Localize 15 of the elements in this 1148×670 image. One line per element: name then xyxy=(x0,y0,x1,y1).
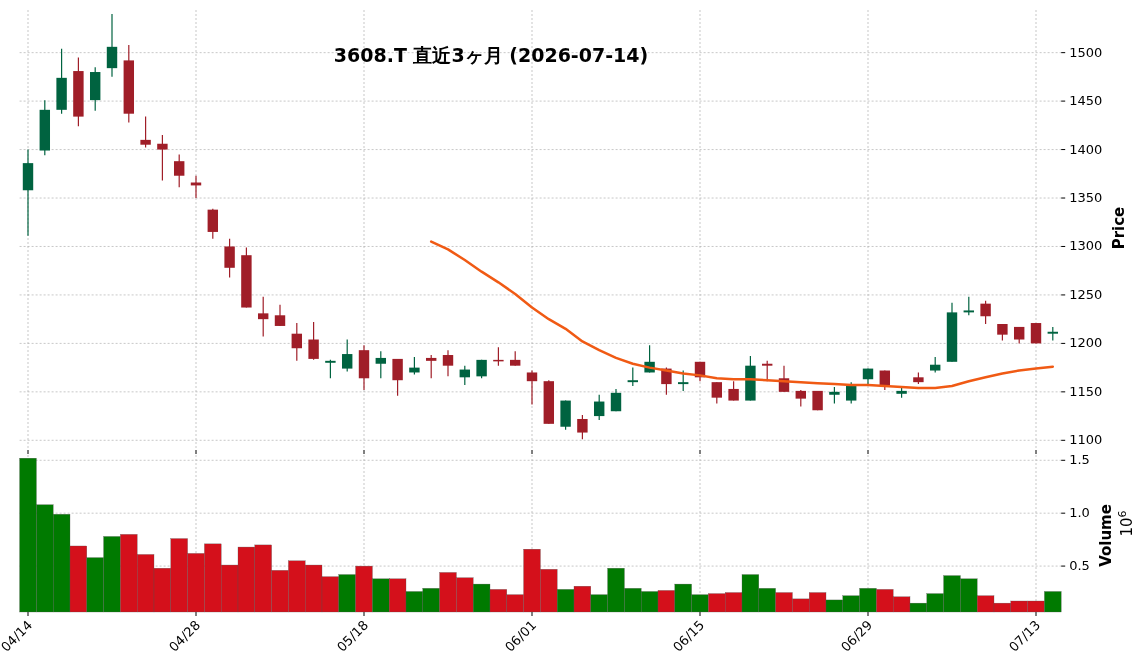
y-axis-title: Price xyxy=(1110,206,1128,250)
y-tick-label: 1150 xyxy=(1069,383,1103,399)
y-tick-label: 1500 xyxy=(1069,44,1103,60)
text: 3608.T 直近3ヶ月 (2026-07-14) xyxy=(333,44,649,66)
y-axis-title: Volume xyxy=(1097,504,1115,567)
y-tick-label: 1250 xyxy=(1069,286,1103,302)
y-tick-label: 1350 xyxy=(1069,189,1103,205)
y-tick-label: 1.0 xyxy=(1069,504,1090,520)
y-tick-label: 0.5 xyxy=(1069,557,1090,573)
y-tick-label: 1450 xyxy=(1069,92,1103,108)
y-tick-label: 1.5 xyxy=(1069,451,1090,467)
y-tick-label: 1100 xyxy=(1069,431,1103,447)
y-tick-label: 1300 xyxy=(1069,237,1103,253)
y-tick-label: 1200 xyxy=(1069,334,1103,350)
y-tick-label: 1400 xyxy=(1069,141,1103,157)
